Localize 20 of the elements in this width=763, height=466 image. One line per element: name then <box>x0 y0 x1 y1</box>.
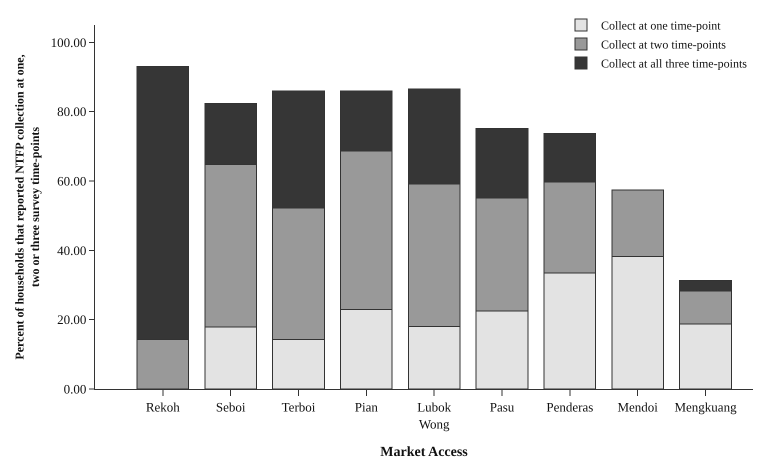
x-tick-label: Seboi <box>216 400 246 415</box>
y-tick-label: 20.00 <box>57 312 86 328</box>
y-tick-label: 60.00 <box>57 174 86 189</box>
legend-label: Collect at all three time-points <box>601 56 748 71</box>
x-tick-label: Mendoi <box>617 400 658 415</box>
y-tick-label: 40.00 <box>57 242 86 258</box>
x-tick-label: Lubok Wong <box>417 400 452 432</box>
legend-label: Collect at one time-point <box>601 18 722 33</box>
x-tick-label: Terboi <box>282 400 316 415</box>
x-tick-label: Pian <box>354 400 378 415</box>
x-tick-label: Mengkuang <box>674 400 738 415</box>
x-tick-label: Pasu <box>490 400 515 415</box>
legend-label: Collect at two time-points <box>601 38 726 52</box>
y-tick-label: 0.00 <box>64 382 86 397</box>
x-tick-label: Rekoh <box>146 400 180 415</box>
x-tick-label: Penderas <box>546 400 594 415</box>
x-axis-title: Market Access <box>380 444 468 460</box>
y-axis-title: Percent of households that reported NTFP collection at one, two or three survey time-points <box>12 54 42 360</box>
y-tick-label: 80.00 <box>57 104 86 120</box>
y-tick-label: 100.00 <box>50 34 86 50</box>
